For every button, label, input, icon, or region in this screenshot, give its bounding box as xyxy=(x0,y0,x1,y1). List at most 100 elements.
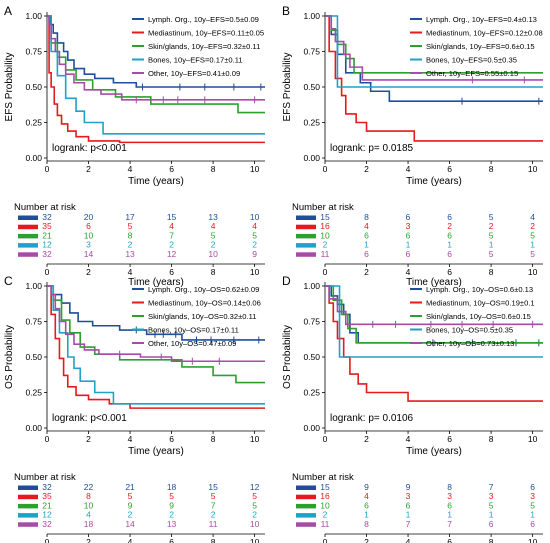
risk-count: 4 xyxy=(211,221,216,231)
risk-count: 21 xyxy=(42,500,52,510)
km-curve-other xyxy=(325,285,543,326)
risk-count: 1 xyxy=(447,510,452,520)
risk-row-swatch-bones xyxy=(18,513,38,518)
risk-x-tick-label: 10 xyxy=(528,267,538,277)
km-curve-skin xyxy=(47,15,265,114)
risk-count: 9 xyxy=(128,500,133,510)
risk-x-tick-label: 6 xyxy=(169,267,174,277)
risk-row-swatch-lymph xyxy=(18,485,38,490)
panel-letter: B xyxy=(282,4,290,18)
x-tick-label: 6 xyxy=(169,434,174,444)
risk-count: 9 xyxy=(169,500,174,510)
risk-count: 3 xyxy=(489,491,494,501)
risk-count: 11 xyxy=(321,519,330,529)
risk-count: 1 xyxy=(364,510,369,520)
risk-row-swatch-lymph xyxy=(296,485,316,490)
risk-x-tick-label: 0 xyxy=(45,267,50,277)
risk-count: 8 xyxy=(128,230,133,240)
risk-count: 2 xyxy=(489,221,494,231)
legend-entry: Skin/glands, 10y–OS=0.32±0.11 xyxy=(148,312,257,321)
km-curve-lymph xyxy=(47,15,265,88)
y-axis-label: OS Probability xyxy=(4,325,15,389)
risk-count: 21 xyxy=(42,230,52,240)
risk-count: 5 xyxy=(128,221,133,231)
risk-count: 9 xyxy=(364,482,369,492)
y-tick-label: 0.50 xyxy=(303,82,320,92)
risk-count: 6 xyxy=(447,230,452,240)
risk-count: 6 xyxy=(489,519,494,529)
y-tick-label: 0.00 xyxy=(25,153,42,163)
risk-count: 6 xyxy=(447,212,452,222)
risk-x-tick-label: 6 xyxy=(447,537,452,543)
risk-count: 12 xyxy=(42,510,52,520)
risk-count: 8 xyxy=(447,482,452,492)
risk-count: 5 xyxy=(211,230,216,240)
risk-count: 7 xyxy=(169,230,174,240)
risk-x-tick-label: 2 xyxy=(364,537,369,543)
risk-count: 1 xyxy=(489,510,494,520)
risk-count: 13 xyxy=(208,212,218,222)
km-curve-mediastinum xyxy=(47,15,265,144)
x-tick-label: 10 xyxy=(528,434,538,444)
risk-x-tick-label: 6 xyxy=(169,537,174,543)
legend-entry: Bones, 10y–EFS=0.5±0.35 xyxy=(426,56,517,65)
x-tick-label: 10 xyxy=(250,164,260,174)
risk-count: 14 xyxy=(84,249,94,259)
panel-letter: A xyxy=(4,4,12,18)
risk-row-swatch-other xyxy=(18,522,38,527)
risk-row-swatch-mediastinum xyxy=(296,494,316,500)
risk-count: 9 xyxy=(406,482,411,492)
risk-count: 15 xyxy=(320,212,330,222)
risk-count: 10 xyxy=(84,230,94,240)
risk-row-swatch-bones xyxy=(296,243,316,248)
risk-count: 32 xyxy=(42,482,52,492)
y-tick-label: 0.25 xyxy=(303,388,320,398)
risk-count: 18 xyxy=(84,519,94,529)
risk-count: 7 xyxy=(447,519,452,529)
x-tick-label: 0 xyxy=(45,434,50,444)
risk-row-swatch-other xyxy=(18,252,38,257)
y-tick-label: 0.00 xyxy=(303,423,320,433)
risk-count: 4 xyxy=(252,221,257,231)
panel-letter: D xyxy=(282,274,291,288)
risk-row-swatch-mediastinum xyxy=(18,494,38,500)
risk-x-tick-label: 4 xyxy=(406,267,411,277)
x-tick-label: 0 xyxy=(323,164,328,174)
risk-x-tick-label: 0 xyxy=(323,537,328,543)
legend-entry: Other, 10y–EFS=0.41±0.09 xyxy=(148,69,240,78)
risk-count: 5 xyxy=(530,230,535,240)
risk-count: 3 xyxy=(406,491,411,501)
x-axis-label: Time (years) xyxy=(128,446,184,457)
risk-count: 8 xyxy=(364,212,369,222)
risk-count: 2 xyxy=(169,240,174,250)
y-tick-label: 0.50 xyxy=(25,82,42,92)
x-axis-label: Time (years) xyxy=(406,446,462,457)
y-axis-label: OS Probability xyxy=(282,325,293,389)
km-curve-lymph xyxy=(47,285,265,341)
risk-count: 5 xyxy=(128,491,133,501)
y-tick-label: 0.00 xyxy=(303,153,320,163)
risk-count: 2 xyxy=(447,221,452,231)
logrank-annotation: logrank: p= 0.0185 xyxy=(330,143,414,154)
risk-count: 2 xyxy=(211,240,216,250)
y-tick-label: 1.00 xyxy=(25,281,42,291)
risk-count: 6 xyxy=(406,500,411,510)
risk-count: 18 xyxy=(167,482,177,492)
risk-row-swatch-bones xyxy=(296,513,316,518)
risk-row-swatch-lymph xyxy=(18,215,38,220)
legend-entry: Bones, 10y–OS=0.5±0.35 xyxy=(426,326,513,335)
risk-count: 10 xyxy=(250,519,260,529)
legend-entry: Mediastinum, 10y–OS=0.14±0.06 xyxy=(148,299,261,308)
risk-count: 5 xyxy=(489,230,494,240)
km-curve-lymph xyxy=(325,15,543,102)
risk-count: 6 xyxy=(364,500,369,510)
y-tick-label: 0.25 xyxy=(25,118,42,128)
risk-count: 1 xyxy=(447,240,452,250)
y-axis-label: EFS Probability xyxy=(4,53,15,122)
risk-count: 8 xyxy=(364,519,369,529)
x-tick-label: 2 xyxy=(364,164,369,174)
x-tick-label: 2 xyxy=(86,164,91,174)
risk-count: 7 xyxy=(406,519,411,529)
logrank-annotation: logrank: p<0.001 xyxy=(52,413,127,424)
x-tick-label: 8 xyxy=(211,434,216,444)
